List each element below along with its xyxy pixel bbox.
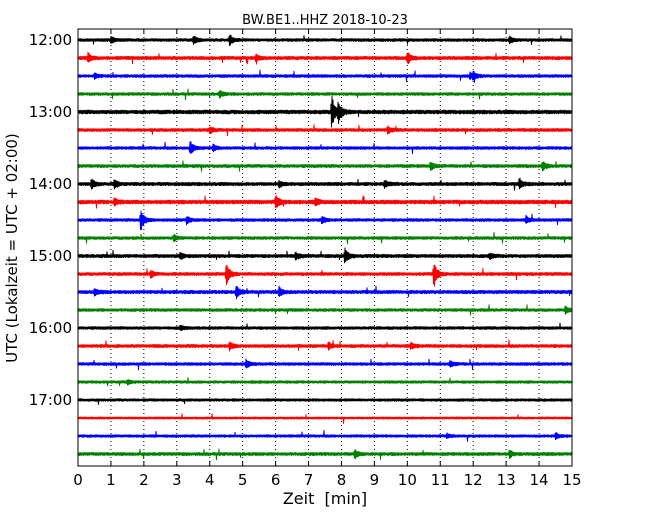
seismic-trace bbox=[77, 141, 573, 155]
x-tick-label: 15 bbox=[562, 471, 581, 489]
seismic-trace bbox=[77, 429, 573, 442]
y-tick-label: 16:00 bbox=[29, 319, 72, 337]
seismic-trace bbox=[77, 398, 573, 405]
seismic-trace bbox=[77, 231, 573, 245]
seismic-trace bbox=[77, 124, 573, 137]
y-tick-label: 15:00 bbox=[29, 247, 72, 265]
chart-title: BW.BE1..HHZ 2018-10-23 bbox=[242, 13, 408, 28]
seismic-trace bbox=[77, 264, 573, 287]
seismic-trace bbox=[77, 160, 573, 172]
x-tick-label: 12 bbox=[464, 471, 483, 489]
seismic-trace bbox=[77, 377, 573, 387]
seismic-trace bbox=[77, 448, 573, 461]
x-tick-label: 0 bbox=[73, 471, 83, 489]
x-tick-label: 9 bbox=[370, 471, 380, 489]
seismic-trace bbox=[77, 51, 573, 65]
seismic-trace bbox=[77, 322, 573, 331]
seismic-trace bbox=[77, 413, 573, 424]
y-tick-label: 17:00 bbox=[29, 391, 72, 409]
seismic-trace bbox=[77, 69, 573, 83]
seismic-trace bbox=[77, 339, 573, 352]
seismic-trace bbox=[77, 285, 573, 300]
x-grid bbox=[110, 29, 540, 466]
seismic-trace bbox=[77, 96, 573, 128]
x-tick-label: 6 bbox=[271, 471, 281, 489]
seismic-trace bbox=[77, 247, 573, 264]
x-tick-label: 7 bbox=[304, 471, 314, 489]
x-tick-label: 14 bbox=[530, 471, 549, 489]
seismic-trace bbox=[77, 177, 573, 191]
x-tick-label: 8 bbox=[337, 471, 347, 489]
x-tick-label: 11 bbox=[431, 471, 450, 489]
x-tick-label: 5 bbox=[238, 471, 248, 489]
x-axis-label: Zeit [min] bbox=[283, 489, 367, 508]
plot-frame bbox=[77, 28, 573, 467]
seismic-trace bbox=[77, 358, 573, 371]
y-tick-label: 13:00 bbox=[29, 103, 72, 121]
x-tick-label: 10 bbox=[398, 471, 417, 489]
x-tick-label: 4 bbox=[205, 471, 215, 489]
x-tick-label: 3 bbox=[172, 471, 182, 489]
seismic-trace bbox=[77, 210, 573, 231]
seismic-trace bbox=[77, 88, 573, 101]
y-tick-label: 12:00 bbox=[29, 31, 72, 49]
x-tick-label: 2 bbox=[139, 471, 149, 489]
seismic-trace bbox=[77, 34, 573, 46]
y-tick-label: 14:00 bbox=[29, 175, 72, 193]
x-tick-label: 1 bbox=[106, 471, 116, 489]
trace-group bbox=[77, 34, 573, 461]
tick-group: 0 1 2 3 4 5 6 7 8 9 10 11 12 13 14 1512:0013:0014:0015:… bbox=[29, 29, 582, 489]
y-axis-label: UTC (Lokalzeit = UTC + 02:00) bbox=[3, 133, 21, 363]
seismic-trace bbox=[77, 195, 573, 209]
x-tick-label: 13 bbox=[497, 471, 516, 489]
seismic-trace bbox=[77, 304, 573, 316]
